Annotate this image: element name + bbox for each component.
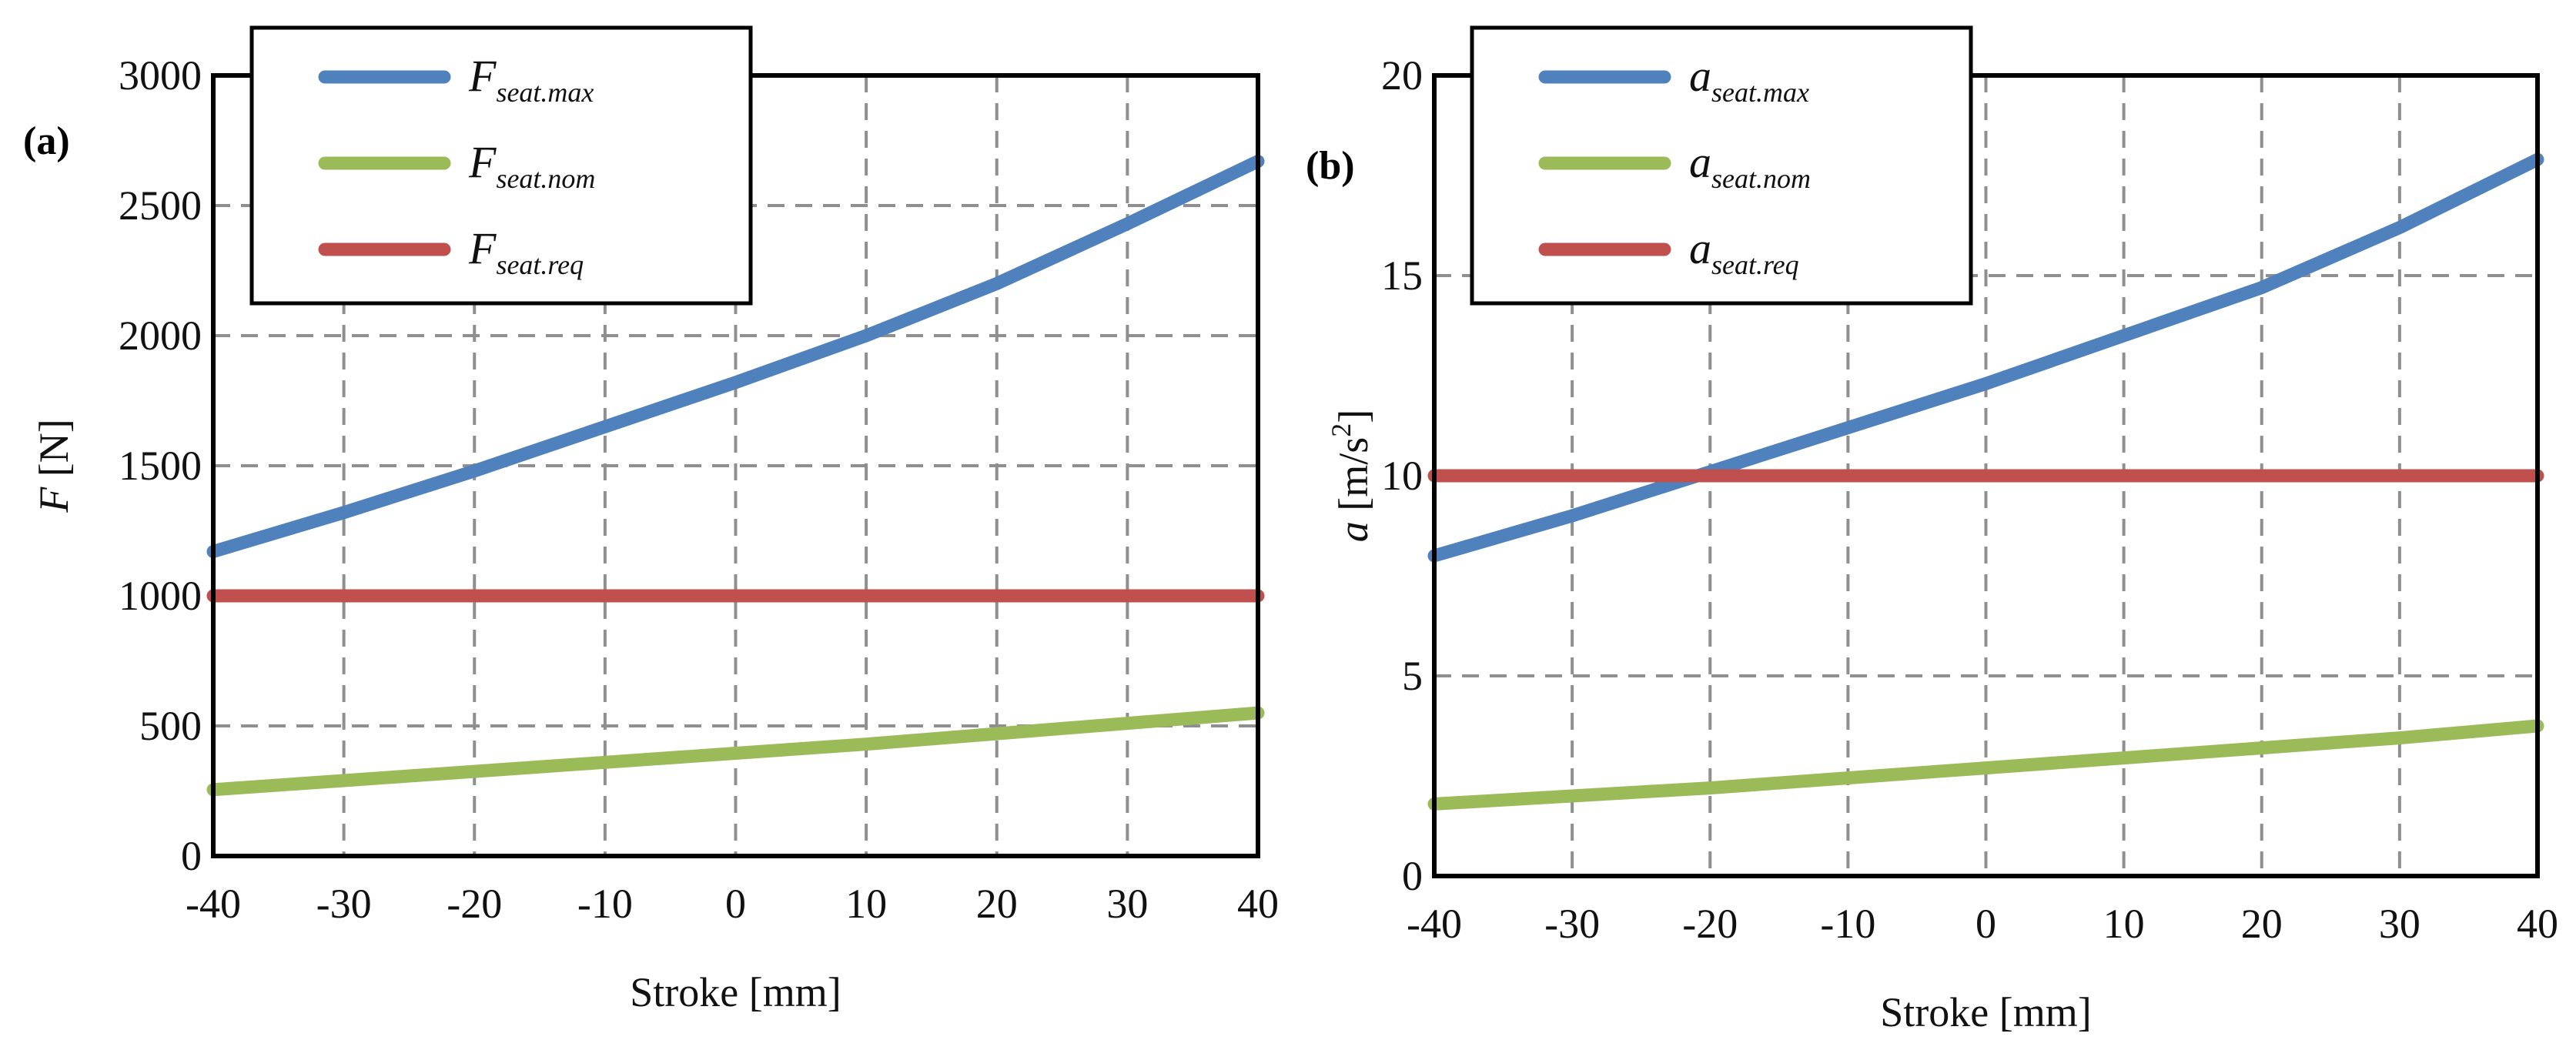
chart-0-ytick-label: 0 <box>181 833 202 879</box>
chart-1-plot-frame <box>1432 73 2540 878</box>
chart-1-y-axis-unit-exponent: 2 <box>1326 423 1357 437</box>
chart-0-ytick-label: 3000 <box>119 52 202 99</box>
chart-1-series-seat-max-line <box>1427 152 2544 563</box>
chart-1-series-seat-nom-line <box>1427 719 2544 811</box>
chart-1-y-axis-unit-end: ] <box>1330 410 1377 423</box>
chart-1-y-axis-unit: [m/s <box>1330 437 1377 511</box>
chart-0-legend-symbol: F <box>468 137 497 187</box>
chart-1-xtick-label: 30 <box>2379 901 2420 947</box>
chart-1-xtick-label: -20 <box>1682 901 1738 947</box>
chart-0-legend-symbol: F <box>468 223 497 273</box>
chart-0-ytick-label: 1500 <box>119 443 202 489</box>
chart-1-xtick-label: 20 <box>2241 901 2283 947</box>
chart-0-legend-symbol: F <box>468 51 497 101</box>
chart-1-xtick-label: 0 <box>1975 901 1996 947</box>
chart-0-xtick-label: 20 <box>976 881 1018 927</box>
chart-1-legend-symbol: a <box>1689 137 1711 187</box>
chart-1-panel-label: (b) <box>1306 144 1355 188</box>
chart-1-legend-symbol: a <box>1689 223 1711 273</box>
chart-1-legend-entry-seat-nom: aseat.nom <box>1689 137 1811 194</box>
chart-0-ytick-label: 1000 <box>119 573 202 619</box>
chart-0-legend-entry-seat-nom: Fseat.nom <box>468 137 595 194</box>
chart-0-ytick-label: 2000 <box>119 313 202 359</box>
chart-1-ytick-label: 5 <box>1402 653 1423 699</box>
chart-0-xtick-label: -30 <box>316 881 372 927</box>
chart-0-ytick-label: 2500 <box>119 182 202 229</box>
panel-a: -40 -30 -20 -10 0 10 20 30 40 0 500 1000 1500 2000 250… <box>23 25 1279 1015</box>
chart-0-series-seat-nom-line <box>206 706 1265 797</box>
chart-1-y-axis-title: a [m/s2] <box>1326 410 1377 543</box>
chart-0-legend-subscript: seat.nom <box>496 163 595 194</box>
chart-1-y-axis-symbol: a <box>1330 511 1377 543</box>
chart-0-xtick-label: -20 <box>447 881 502 927</box>
chart-1-xtick-label: -30 <box>1544 901 1600 947</box>
chart-0-y-axis-title: F [N] <box>31 419 77 513</box>
chart-0-y-axis-symbol: F <box>31 477 77 513</box>
chart-0-y-axis-unit: [N] <box>31 419 77 477</box>
chart-0-legend-entry-seat-req: Fseat.req <box>468 223 584 280</box>
chart-1-xtick-label: -40 <box>1407 901 1462 947</box>
chart-0-legend-subscript: seat.req <box>496 249 584 280</box>
chart-1-legend-subscript: seat.max <box>1711 77 1809 108</box>
chart-0-xtick-label: -10 <box>577 881 633 927</box>
chart-0-series-seat-max-line <box>206 155 1265 558</box>
chart-1-legend-subscript: seat.req <box>1711 249 1799 280</box>
chart-1-ytick-label: 10 <box>1381 453 1423 499</box>
chart-0-legend-entry-seat-max: Fseat.max <box>468 51 594 108</box>
chart-0-xtick-label: 40 <box>1237 881 1279 927</box>
chart-1-xtick-label: 10 <box>2103 901 2145 947</box>
chart-1-legend-symbol: a <box>1689 51 1711 101</box>
panel-b: -40 -30 -20 -10 0 10 20 30 40 0 5 10 15 20 Stroke [mm]… <box>1306 25 2558 1035</box>
chart-1-ytick-label: 0 <box>1402 853 1423 899</box>
chart-0-ytick-label: 500 <box>139 703 202 749</box>
chart-0-legend-subscript: seat.max <box>496 77 594 108</box>
chart-1-legend-subscript: seat.nom <box>1711 163 1811 194</box>
chart-0-xtick-label: -40 <box>186 881 241 927</box>
chart-1-x-axis-title: Stroke [mm] <box>1880 989 2091 1035</box>
chart-0-xtick-label: 10 <box>845 881 887 927</box>
chart-0-xtick-label: 0 <box>725 881 746 927</box>
chart-1-ytick-label: 20 <box>1381 52 1423 99</box>
chart-0-panel-label: (a) <box>23 119 70 163</box>
chart-0-xtick-label: 30 <box>1106 881 1148 927</box>
chart-1-legend-entry-seat-max: aseat.max <box>1689 51 1809 108</box>
chart-1-legend-entry-seat-req: aseat.req <box>1689 223 1799 280</box>
chart-1-ytick-label: 15 <box>1381 252 1423 299</box>
chart-0-x-axis-title: Stroke [mm] <box>630 969 841 1015</box>
chart-1-xtick-label: 40 <box>2517 901 2558 947</box>
chart-1-xtick-label: -10 <box>1820 901 1875 947</box>
